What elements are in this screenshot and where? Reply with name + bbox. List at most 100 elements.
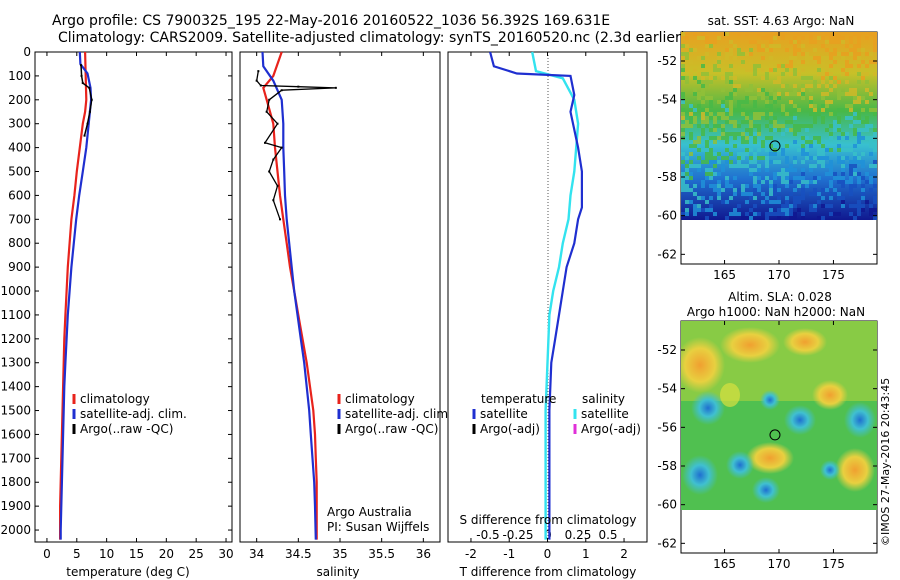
sst-cell <box>717 60 721 64</box>
sst-cell <box>701 208 705 212</box>
sst-cell <box>817 200 821 204</box>
sst-cell <box>849 168 853 172</box>
sst-cell <box>693 208 697 212</box>
sst-cell <box>773 212 777 216</box>
sst-cell <box>813 84 817 88</box>
sst-cell <box>733 84 737 88</box>
sst-cell <box>681 188 685 192</box>
sst-cell <box>837 96 841 100</box>
sst-cell <box>773 68 777 72</box>
sst-cell <box>873 184 877 188</box>
sst-cell <box>809 76 813 80</box>
sst-cell <box>773 184 777 188</box>
sst-cell <box>757 64 761 68</box>
sst-cell <box>709 104 713 108</box>
sst-cell <box>701 160 705 164</box>
sst-cell <box>721 60 725 64</box>
argo-point <box>255 79 258 82</box>
diff-legend-temp-label: Argo(-adj) <box>480 422 540 436</box>
sst-cell <box>741 112 745 116</box>
sst-cell <box>709 184 713 188</box>
sst-map-title: sat. SST: 4.63 Argo: NaN <box>708 14 855 28</box>
sst-cell <box>809 208 813 212</box>
sst-cell <box>801 96 805 100</box>
sst-cell <box>773 128 777 132</box>
sst-cell <box>733 76 737 80</box>
sst-cell <box>765 48 769 52</box>
sst-cell <box>709 196 713 200</box>
sst-cell <box>797 92 801 96</box>
sst-cell <box>749 68 753 72</box>
sst-cell <box>745 164 749 168</box>
sst-cell <box>825 140 829 144</box>
sst-cell <box>789 100 793 104</box>
depth-tick-label: 1500 <box>0 404 31 418</box>
sst-cell <box>713 212 717 216</box>
sst-cell <box>733 188 737 192</box>
sst-cell <box>829 64 833 68</box>
sst-cell <box>785 208 789 212</box>
sst-cell <box>809 140 813 144</box>
sst-cell <box>769 128 773 132</box>
sst-cell <box>717 184 721 188</box>
sst-cell <box>781 176 785 180</box>
argo-point <box>80 74 83 77</box>
sst-cell <box>777 108 781 112</box>
sst-cell <box>681 172 685 176</box>
depth-tick-label: 1400 <box>0 380 31 394</box>
sst-cell <box>729 52 733 56</box>
sst-cell <box>709 96 713 100</box>
sst-cell <box>829 56 833 60</box>
sst-cell <box>717 172 721 176</box>
argo-location-marker <box>769 140 781 152</box>
sst-cell <box>773 200 777 204</box>
sst-cell <box>781 64 785 68</box>
sst-cell <box>697 156 701 160</box>
sst-cell <box>809 164 813 168</box>
sst-cell <box>741 136 745 140</box>
sst-cell <box>873 32 877 36</box>
sst-cell <box>749 132 753 136</box>
sst-cell <box>697 80 701 84</box>
sst-cell <box>813 104 817 108</box>
sst-cell <box>713 184 717 188</box>
sst-cell <box>721 156 725 160</box>
sst-cell <box>805 124 809 128</box>
sst-cell <box>821 56 825 60</box>
sst-cell <box>733 164 737 168</box>
sst-cell <box>757 168 761 172</box>
sst-cell <box>705 40 709 44</box>
sst-cell <box>725 68 729 72</box>
sst-cell <box>801 176 805 180</box>
sst-cell <box>869 92 873 96</box>
sst-cell <box>853 172 857 176</box>
sst-cell <box>813 164 817 168</box>
sst-cell <box>681 176 685 180</box>
sst-cell <box>689 132 693 136</box>
sst-cell <box>853 156 857 160</box>
sst-cell <box>861 176 865 180</box>
sst-cell <box>837 192 841 196</box>
sst-cell <box>717 196 721 200</box>
sst-cell <box>809 192 813 196</box>
sst-cell <box>829 88 833 92</box>
sst-cell <box>793 68 797 72</box>
sst-cell <box>837 136 841 140</box>
argo-point <box>280 146 283 149</box>
sst-cell <box>725 136 729 140</box>
sst-cell <box>769 40 773 44</box>
sst-cell <box>825 84 829 88</box>
sst-cell <box>769 32 773 36</box>
sst-cell <box>761 88 765 92</box>
sst-cell <box>729 108 733 112</box>
sst-cell <box>785 120 789 124</box>
sst-cell <box>729 64 733 68</box>
sst-cell <box>697 196 701 200</box>
sla-field <box>681 321 877 510</box>
sst-cell <box>733 176 737 180</box>
diff-legend-header: temperature <box>481 392 556 406</box>
sst-cell <box>825 188 829 192</box>
argo-point <box>257 70 260 73</box>
sst-cell <box>681 92 685 96</box>
